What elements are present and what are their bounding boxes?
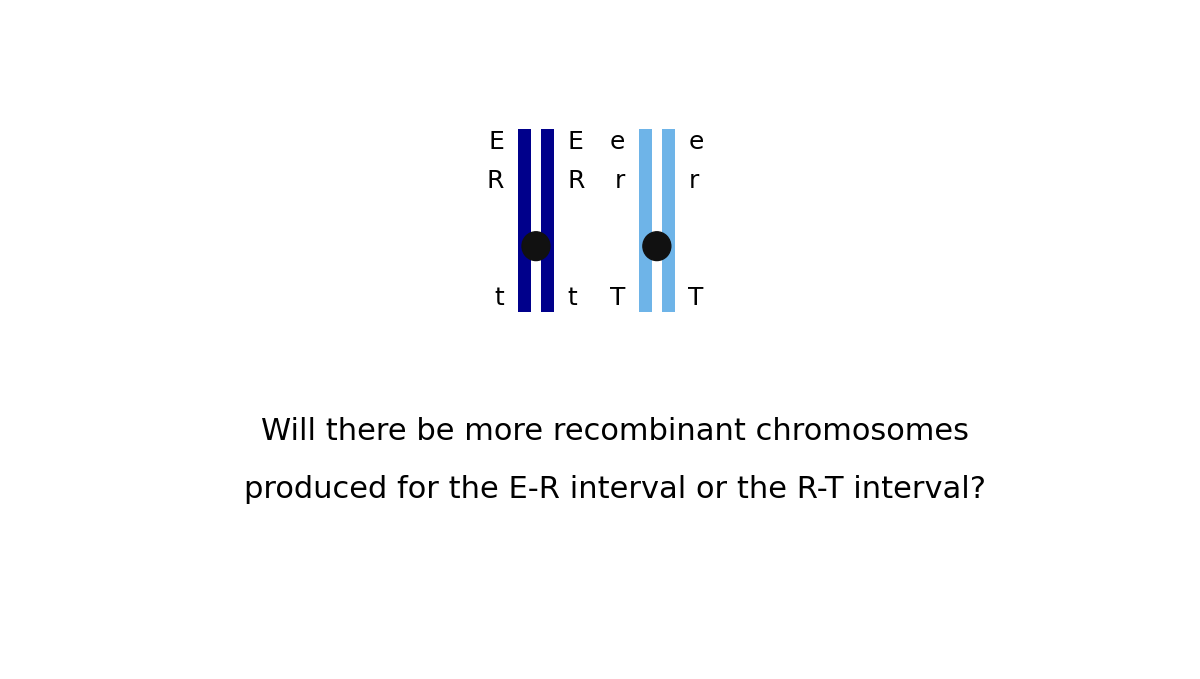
Text: e: e <box>610 130 625 153</box>
Text: R: R <box>487 169 504 193</box>
Text: R: R <box>568 169 584 193</box>
Text: produced for the E-R interval or the R-T interval?: produced for the E-R interval or the R-T… <box>244 475 986 504</box>
Text: E: E <box>488 130 504 153</box>
Ellipse shape <box>643 232 671 261</box>
Text: E: E <box>568 130 583 153</box>
Text: r: r <box>689 169 698 193</box>
Bar <box>518 128 532 312</box>
Ellipse shape <box>522 232 550 261</box>
Bar <box>661 128 674 312</box>
Bar <box>640 128 653 312</box>
Text: r: r <box>614 169 625 193</box>
Text: Will there be more recombinant chromosomes: Will there be more recombinant chromosom… <box>262 418 970 446</box>
Text: e: e <box>689 130 704 153</box>
Text: T: T <box>610 287 625 310</box>
Bar <box>540 128 553 312</box>
Text: t: t <box>494 287 504 310</box>
Text: t: t <box>568 287 577 310</box>
Text: T: T <box>689 287 704 310</box>
